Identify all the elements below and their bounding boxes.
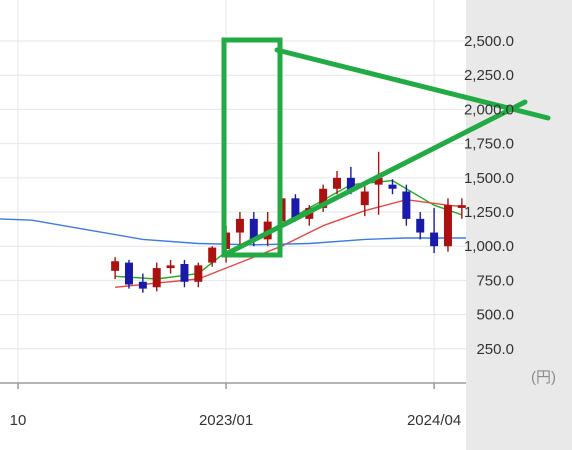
- candle: [166, 259, 175, 274]
- candle-body: [124, 262, 133, 285]
- candle: [319, 184, 328, 213]
- y-tick-label: 750.0: [476, 272, 514, 289]
- candle: [374, 151, 383, 215]
- annotation-breakout-box: [221, 37, 283, 258]
- y-tick-label: 500.0: [476, 307, 514, 324]
- candle: [194, 262, 203, 288]
- candle-body: [430, 232, 439, 247]
- y-tick-label: 2,500.0: [464, 33, 514, 50]
- candle: [360, 184, 369, 217]
- candle-body: [388, 184, 397, 189]
- candle: [388, 179, 397, 195]
- unit-label: (円): [531, 369, 556, 386]
- y-axis: 250.0 500.0 750.0 1,000.0 1,250.0 1,500.0 1,75…: [464, 33, 514, 358]
- y-tick-label: 1,250.0: [464, 204, 514, 221]
- candle-body: [194, 265, 203, 282]
- candle: [430, 207, 439, 254]
- right-axis-panel: [466, 0, 572, 450]
- x-tick-label: 2023/01: [199, 412, 253, 429]
- candle: [124, 259, 133, 289]
- y-tick-label: 1,000.0: [464, 238, 514, 255]
- annotation-trendline-lower: [225, 99, 528, 256]
- y-tick-label: 2,000.0: [464, 101, 514, 118]
- candle-body: [333, 177, 342, 189]
- candle-body: [235, 218, 244, 233]
- moving-average-lines: [0, 179, 466, 288]
- candle: [402, 184, 411, 226]
- candle-body: [138, 281, 147, 289]
- moving-average-line-3: [0, 218, 466, 246]
- candle: [152, 262, 161, 292]
- y-tick-label: 2,250.0: [464, 67, 514, 84]
- y-tick-label: 1,500.0: [464, 170, 514, 187]
- moving-average-line-2: [115, 198, 462, 288]
- candle-body: [152, 268, 161, 288]
- candle-body: [346, 177, 355, 192]
- x-tick-label: 10: [10, 412, 27, 429]
- candle-body: [291, 198, 300, 219]
- candle-body: [180, 263, 189, 282]
- candle-body: [443, 205, 452, 247]
- candle: [235, 212, 244, 247]
- y-tick-label: 250.0: [476, 341, 514, 358]
- candle-body: [402, 191, 411, 219]
- x-tick-label: 2024/04: [407, 412, 461, 429]
- candle: [208, 246, 217, 267]
- candle-body: [457, 205, 466, 208]
- candle-body: [166, 265, 175, 269]
- annotation-trendline-upper: [274, 47, 551, 121]
- candle: [416, 212, 425, 240]
- candle-body: [360, 191, 369, 206]
- candle-body: [208, 247, 217, 263]
- y-tick-label: 1,750.0: [464, 136, 514, 153]
- annotations: [221, 37, 551, 258]
- candle: [333, 170, 342, 195]
- candle-body: [319, 188, 328, 208]
- candle-body: [374, 177, 383, 185]
- candle: [180, 259, 189, 288]
- candle: [138, 273, 147, 293]
- candle: [443, 198, 452, 252]
- candle-body: [249, 218, 258, 240]
- candle-body: [111, 261, 120, 271]
- candle: [111, 257, 120, 280]
- candle-body: [416, 218, 425, 233]
- candle: [457, 198, 466, 219]
